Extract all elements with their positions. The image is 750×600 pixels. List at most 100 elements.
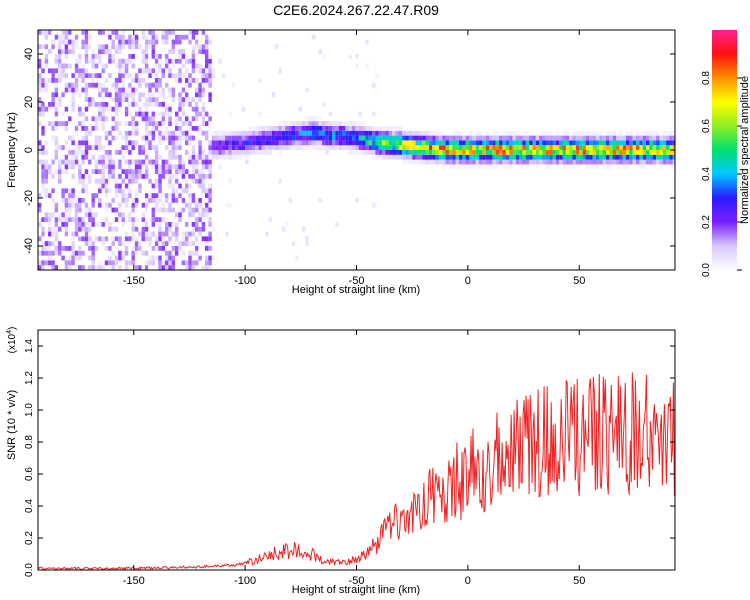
spectrogram-cell [405, 135, 409, 141]
spectrogram-cell [362, 126, 366, 131]
spectrogram-cell [221, 145, 226, 150]
spectrogram-cell [489, 145, 493, 150]
spectrogram-cell [168, 49, 172, 54]
spectrogram-cell [144, 116, 149, 122]
spectrogram-cell [515, 140, 520, 146]
spectrogram-cell [188, 193, 192, 198]
spectrogram-cell [629, 154, 633, 160]
spectrogram-cell [335, 135, 339, 141]
spectrogram-cell [38, 87, 42, 93]
figure-title: C2E6.2024.267.22.47.R09 [273, 2, 439, 18]
spectrogram-cell [84, 97, 89, 102]
spectrogram-cell [636, 130, 640, 136]
spectrogram-cell [465, 135, 469, 141]
spectrogram-cell [435, 135, 439, 141]
spectrogram-cell [485, 154, 490, 160]
spectrogram-cell [165, 111, 169, 117]
spectrogram-cell [81, 78, 85, 83]
spectrogram-cell [438, 135, 443, 141]
spectrogram-cell [128, 111, 132, 117]
spectrogram-cell [312, 116, 316, 122]
spectrogram-cell [422, 140, 426, 146]
spectrogram-cell [585, 150, 590, 155]
spectrogram-cell [291, 241, 296, 246]
spectrogram-cell [165, 135, 169, 141]
spectrogram-cell [191, 260, 196, 266]
spectrogram-cell [111, 97, 115, 102]
spectrogram-cell [656, 150, 660, 155]
spectrogram-cell [405, 145, 409, 150]
spectrogram-cell [231, 150, 236, 155]
y-tick-label: -40 [23, 238, 35, 254]
spectrogram-cell [325, 130, 329, 136]
spectrogram-cell [261, 135, 266, 141]
spectrogram-cell [71, 260, 75, 266]
spectrogram-cell [64, 159, 69, 165]
spectrogram-cell [61, 121, 65, 126]
spectrogram-cell [208, 255, 212, 261]
spectrogram-cell [198, 87, 202, 93]
spectrogram-cell [672, 150, 675, 155]
spectrogram-cell [191, 231, 196, 237]
spectrogram-cell [205, 58, 209, 64]
spectrogram-cell [579, 154, 583, 160]
spectrogram-cell [98, 183, 102, 189]
spectrogram-cell [472, 145, 476, 150]
spectrogram-cell [278, 68, 282, 74]
spectrogram-cell [372, 145, 376, 150]
spectrogram-cell [158, 154, 162, 160]
spectrogram-cell [151, 212, 155, 218]
spectrogram-cell [582, 145, 586, 150]
spectrogram-cell [165, 106, 169, 112]
spectrogram-cell [94, 236, 99, 242]
spectrogram-cell [459, 130, 463, 136]
spectrogram-cell [198, 174, 202, 179]
spectrogram-cell [288, 198, 292, 203]
spectrogram-cell [118, 183, 122, 189]
spectrogram-cell [131, 34, 135, 40]
spectrogram-cell [118, 255, 122, 261]
spectrogram-cell [268, 135, 272, 141]
spectrogram-cell [208, 169, 212, 174]
spectrogram-cell [545, 150, 550, 155]
spectrogram-cell [469, 164, 473, 170]
spectrogram-cell [151, 39, 155, 45]
spectrogram-cell [505, 164, 510, 170]
spectrogram-cell [78, 106, 82, 112]
spectrogram-cell [355, 145, 359, 150]
spectrogram-cell [185, 178, 189, 184]
spectrogram-cell [195, 164, 199, 170]
spectrogram-cell [201, 236, 206, 242]
spectrogram-cell [188, 121, 192, 126]
spectrogram-cell [41, 78, 45, 83]
spectrogram-cell [64, 164, 69, 170]
spectrogram-cell [662, 130, 667, 136]
spectrogram-cell [124, 39, 129, 45]
spectrogram-cell [118, 121, 122, 126]
spectrogram-cell [41, 87, 45, 93]
spectrogram-cell [462, 159, 466, 165]
spectrogram-cell [318, 126, 322, 131]
spectrogram-cell [118, 106, 122, 112]
spectrogram-cell [154, 63, 159, 69]
spectrogram-cell [636, 159, 640, 165]
spectrogram-cell [629, 130, 633, 136]
spectrogram-cell [519, 154, 523, 160]
spectrogram-cell [71, 97, 75, 102]
spectrogram-cell [84, 145, 89, 150]
spectrogram-cell [425, 145, 429, 150]
spectrogram-cell [305, 87, 309, 93]
spectrogram-cell [315, 145, 319, 150]
spectrogram-cell [104, 150, 109, 155]
spectrogram-cell [168, 159, 172, 165]
spectrogram-cell [178, 154, 182, 160]
spectrogram-cell [151, 126, 155, 131]
spectrogram-cell [118, 174, 122, 179]
spectrogram-cell [258, 140, 262, 146]
spectrogram-cell [251, 130, 256, 136]
spectrogram-cell [94, 82, 99, 88]
spectrogram-cell [445, 135, 449, 141]
spectrogram-cell [338, 140, 343, 146]
spectrogram-cell [485, 140, 490, 146]
spectrogram-cell [505, 159, 510, 165]
